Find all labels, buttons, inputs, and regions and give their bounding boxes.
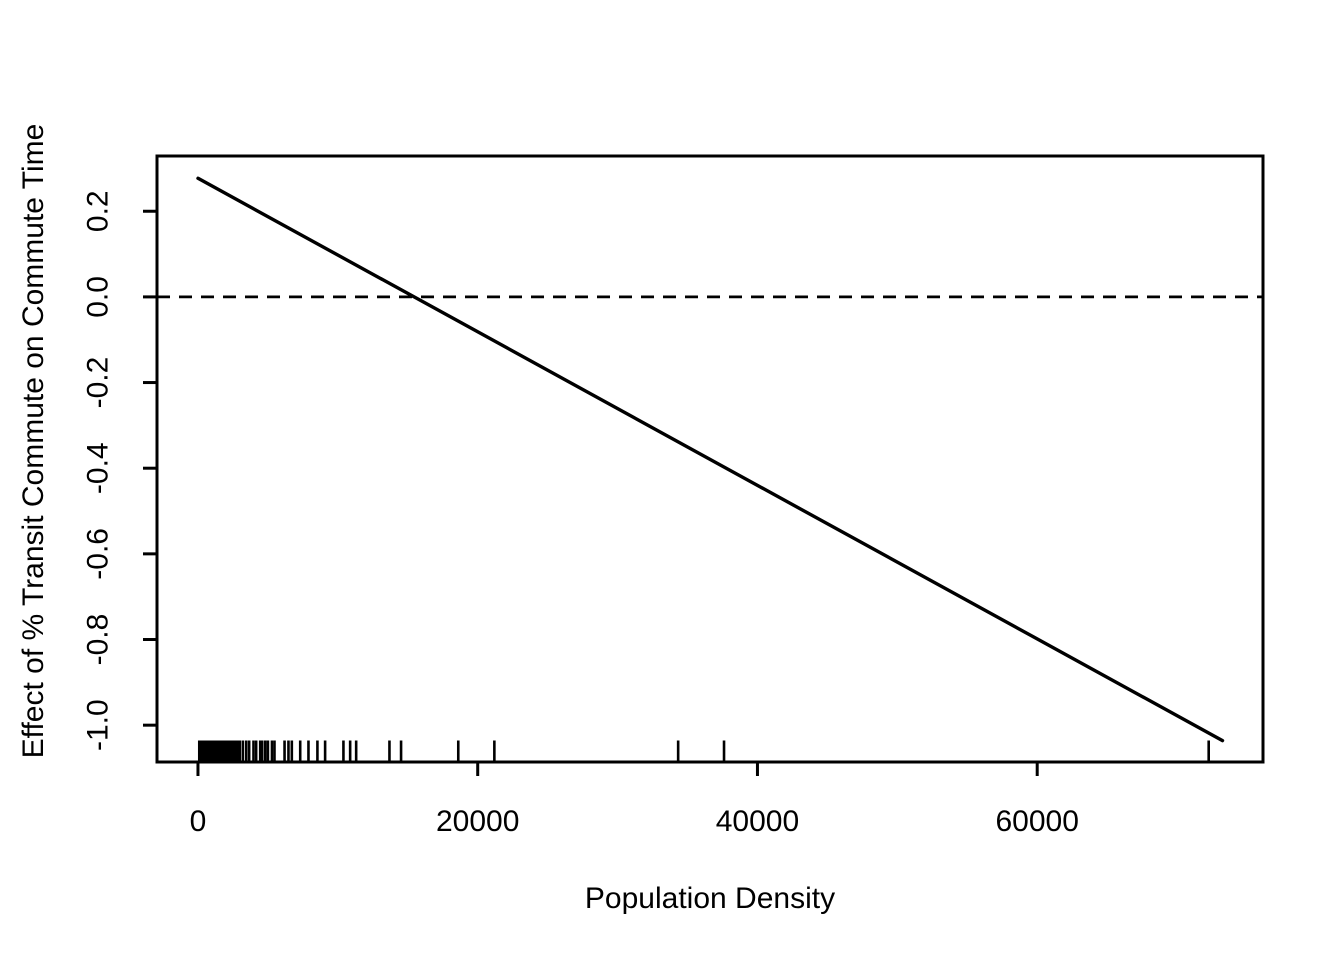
y-tick-label: 0.0 [82,276,115,318]
y-tick-label: -0.2 [82,357,115,409]
x-tick-label: 20000 [436,805,519,838]
y-tick-label: -1.0 [82,699,115,751]
y-tick-label: -0.6 [82,528,115,580]
x-tick-label: 0 [190,805,207,838]
rug-dense-band [197,740,242,761]
y-tick-label: 0.2 [82,190,115,232]
series-effect-line [196,176,1225,743]
y-tick-label: -0.4 [82,442,115,494]
x-axis-title: Population Density [584,882,836,915]
y-axis-title: Effect of % Transit Commute on Commute T… [17,123,50,759]
x-tick-label: 60000 [995,805,1078,838]
x-tick-label: 40000 [716,805,799,838]
plot-border [155,154,1265,764]
y-tick-label: -0.8 [82,614,115,666]
